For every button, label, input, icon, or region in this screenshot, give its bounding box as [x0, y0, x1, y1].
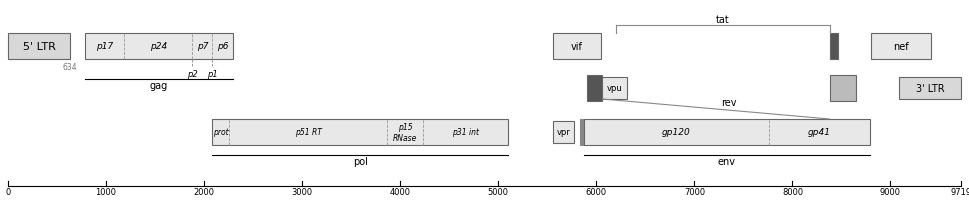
- Bar: [579, 119, 583, 145]
- Text: 8000: 8000: [782, 187, 803, 196]
- Text: p31 int: p31 int: [452, 128, 479, 137]
- Text: env: env: [718, 156, 736, 166]
- Text: p7: p7: [197, 42, 208, 51]
- Text: p51 RT: p51 RT: [295, 128, 322, 137]
- Text: nef: nef: [893, 42, 909, 52]
- Text: 6000: 6000: [586, 187, 607, 196]
- Bar: [586, 76, 603, 102]
- Text: 9000: 9000: [880, 187, 901, 196]
- Text: gp41: gp41: [808, 128, 831, 137]
- Text: vpr: vpr: [556, 128, 571, 137]
- Text: gag: gag: [150, 81, 169, 91]
- Text: p15
RNase: p15 RNase: [393, 123, 418, 142]
- Bar: [870, 34, 931, 60]
- Bar: [553, 34, 601, 60]
- Text: p2: p2: [187, 70, 198, 79]
- Bar: [899, 78, 961, 100]
- Text: p17: p17: [96, 42, 113, 51]
- Bar: [212, 119, 508, 145]
- Text: 5' LTR: 5' LTR: [22, 42, 55, 52]
- Text: 4000: 4000: [390, 187, 411, 196]
- Text: 2000: 2000: [194, 187, 214, 196]
- Text: 3' LTR: 3' LTR: [916, 84, 944, 94]
- Bar: [553, 121, 574, 143]
- Text: vpu: vpu: [607, 84, 622, 93]
- Bar: [8, 34, 70, 60]
- Text: prot: prot: [213, 128, 229, 137]
- Bar: [85, 34, 233, 60]
- Text: 9719: 9719: [951, 187, 969, 196]
- Bar: [829, 76, 857, 102]
- Text: 634: 634: [63, 63, 78, 72]
- Text: rev: rev: [721, 98, 736, 108]
- Bar: [603, 78, 627, 100]
- Bar: [829, 34, 838, 60]
- Text: 5000: 5000: [487, 187, 509, 196]
- Text: 0: 0: [6, 187, 11, 196]
- Text: pol: pol: [353, 156, 367, 166]
- Bar: [583, 119, 870, 145]
- Text: tat: tat: [716, 15, 730, 25]
- Text: gp120: gp120: [662, 128, 691, 137]
- Text: vif: vif: [571, 42, 583, 52]
- Text: 1000: 1000: [96, 187, 116, 196]
- Text: 7000: 7000: [684, 187, 705, 196]
- Text: 3000: 3000: [292, 187, 313, 196]
- Text: p24: p24: [149, 42, 167, 51]
- Text: p6: p6: [217, 42, 229, 51]
- Text: p1: p1: [207, 70, 218, 79]
